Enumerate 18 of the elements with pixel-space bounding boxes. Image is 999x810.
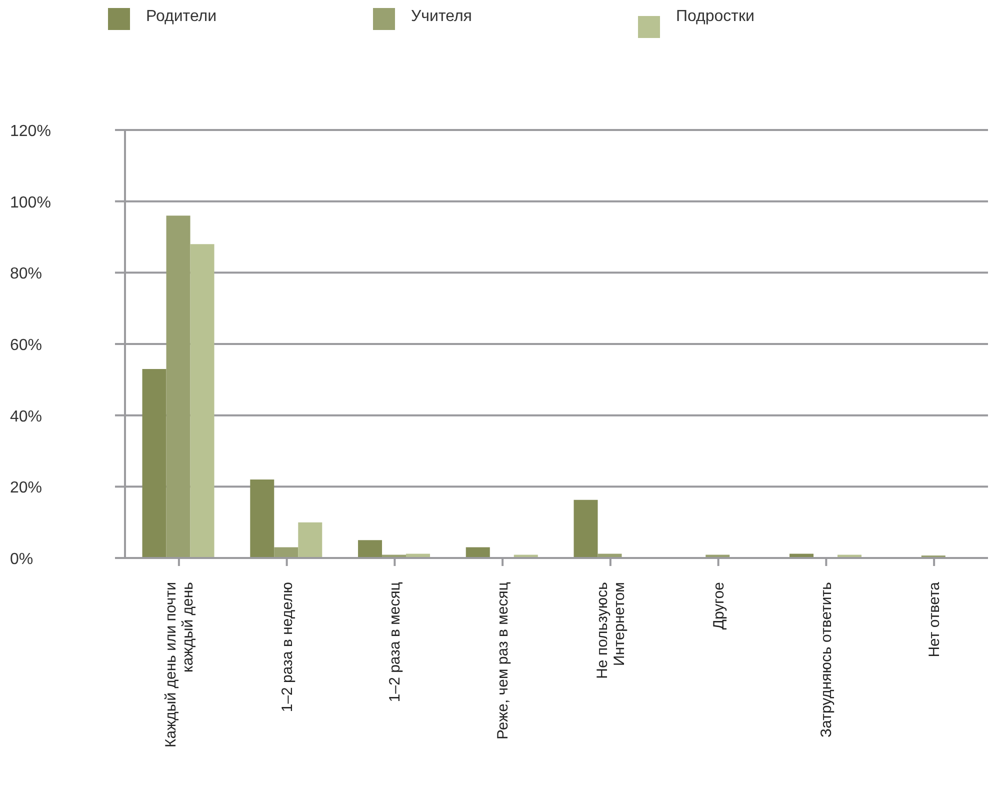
legend-label: Учителя bbox=[411, 8, 472, 26]
y-tick-label: 40% bbox=[10, 408, 42, 426]
x-tick-label: Реже, чем раз в месяц bbox=[494, 582, 512, 740]
y-tick-label: 80% bbox=[10, 266, 42, 283]
x-tick-label: Не пользуюсь Интернетом bbox=[594, 582, 628, 679]
x-tick-label: Другое bbox=[710, 582, 728, 630]
y-tick-label: 60% bbox=[10, 337, 42, 354]
x-tick-label: Нет ответа bbox=[926, 581, 944, 658]
legend-label: Родители bbox=[146, 8, 217, 26]
x-tick-label: Каждый день или почти каждый день bbox=[162, 582, 196, 748]
y-tick-label: 120% bbox=[10, 123, 51, 140]
y-tick-label: 20% bbox=[10, 480, 42, 497]
y-tick-label: 100% bbox=[10, 194, 51, 212]
y-tick-label: 0% bbox=[10, 551, 34, 568]
x-tick-label: 1–2 раза в неделю bbox=[278, 582, 296, 712]
x-tick-label: Затрудняюсь ответить bbox=[818, 582, 836, 738]
legend-label: Подростки bbox=[676, 8, 754, 26]
x-tick-label: 1–2 раза в месяц bbox=[386, 582, 404, 702]
